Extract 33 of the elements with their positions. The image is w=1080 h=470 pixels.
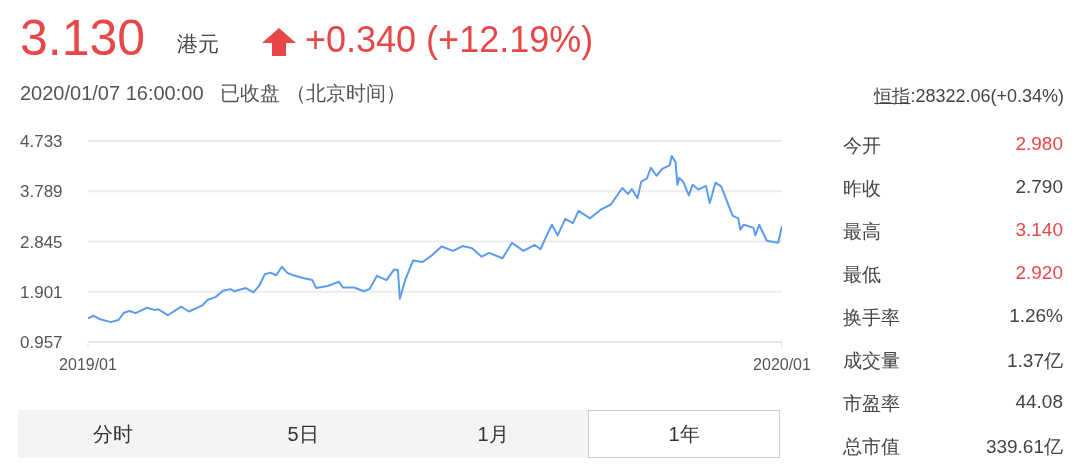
y-tick-label: 0.957 <box>20 333 63 352</box>
y-tick-label: 1.901 <box>20 282 63 302</box>
y-tick-label: 3.789 <box>20 182 63 202</box>
text: 2.980 <box>1015 133 1063 156</box>
tab[interactable]: 1年 <box>588 410 780 458</box>
text: 成交量 <box>843 349 900 373</box>
text: 3.140 <box>1015 219 1063 242</box>
x-tick-label: 2020/01 <box>753 356 812 373</box>
y-tick-label: 4.733 <box>20 132 63 151</box>
tab[interactable]: 5日 <box>208 410 398 458</box>
tab[interactable]: 1月 <box>398 410 588 458</box>
text: 最低 <box>843 263 881 287</box>
text: 1.37亿 <box>1007 349 1063 373</box>
text: +0.340 (+12.19%) <box>305 19 594 61</box>
chart-title: 3.130 <box>20 9 146 68</box>
text: 总市值 <box>843 435 900 459</box>
text: 今开 <box>843 134 881 158</box>
text: 1.26% <box>1009 305 1063 328</box>
text: 2.920 <box>1015 262 1063 285</box>
text: 339.61亿 <box>985 435 1063 459</box>
text: 市盈率 <box>843 392 900 416</box>
text: 恒指:28322.06(+0.34%) <box>874 85 1064 108</box>
y-tick-label: 2.845 <box>20 232 63 252</box>
text: 最高 <box>843 220 881 244</box>
tab[interactable]: 分时 <box>18 410 208 458</box>
text: 港元 <box>177 31 219 57</box>
text: 2.790 <box>1015 176 1063 199</box>
text: 昨收 <box>843 177 881 201</box>
chart-subtitle: 2020/01/07 16:00:00 已收盘 （北京时间） <box>20 81 406 106</box>
text: 44.08 <box>1015 391 1063 414</box>
x-tick-label: 2019/01 <box>59 356 118 373</box>
line-series <box>88 155 782 324</box>
text: 换手率 <box>843 306 900 330</box>
